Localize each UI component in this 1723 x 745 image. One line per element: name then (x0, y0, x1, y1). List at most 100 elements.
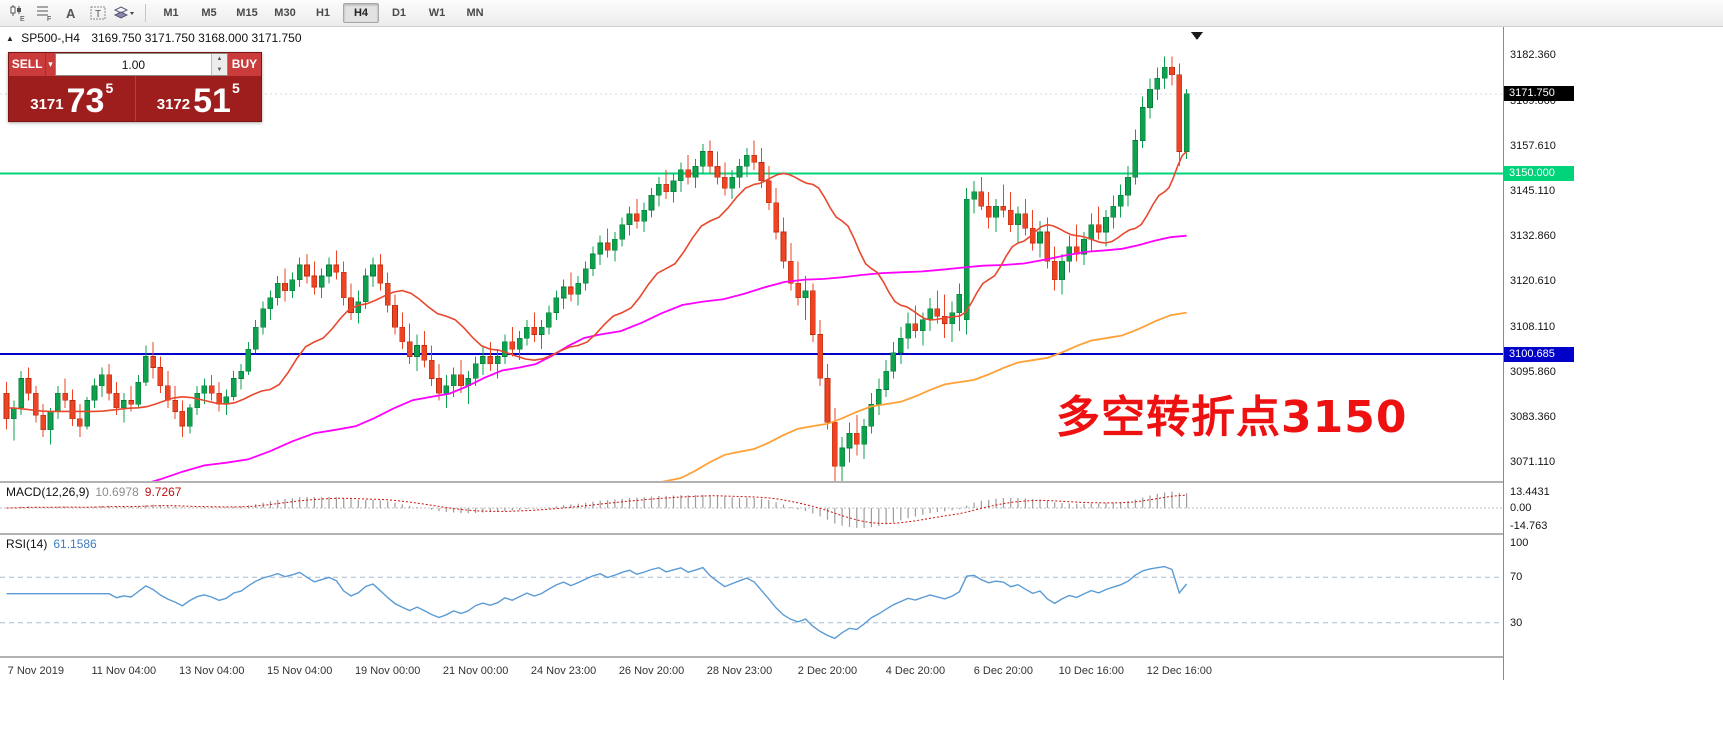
price-axis-label: 3071.110 (1510, 456, 1556, 469)
volume-increase-button[interactable]: ▲ (216, 56, 223, 62)
candle-body (1088, 224, 1095, 240)
svg-text:E: E (20, 16, 25, 22)
candle-body (143, 356, 149, 383)
candlestick-tool-icon[interactable]: E (4, 1, 30, 25)
textbox-tool-icon[interactable]: T (85, 1, 111, 25)
candle-body (751, 154, 758, 163)
candle-body (245, 348, 252, 372)
timeframe-d1[interactable]: D1 (391, 7, 407, 19)
candle-body (77, 418, 83, 427)
candle-body (47, 411, 54, 430)
rsi-axis-label: 100 (1510, 537, 1529, 549)
candle-body (428, 359, 435, 379)
candle-body (502, 341, 508, 357)
support-price-badge: 3100.685 (1504, 346, 1574, 362)
candle-body (32, 392, 39, 416)
timeframe-w1[interactable]: W1 (428, 7, 446, 19)
candle-body (296, 264, 303, 280)
timeframe-h1[interactable]: H1 (315, 7, 331, 19)
candle-body (546, 312, 552, 328)
candle-body (780, 231, 787, 262)
candle-body (113, 392, 120, 409)
price-axis-label: 3145.110 (1510, 185, 1556, 198)
timeframe-h4[interactable]: H4 (343, 3, 379, 23)
candle-body (362, 275, 369, 302)
candle-body (282, 282, 288, 291)
candle-body (678, 169, 684, 182)
bid-big-figure: 3171 (30, 96, 64, 113)
time-axis[interactable]: 7 Nov 2019 11 Nov 04:00 13 Nov 04:00 15 Nov… (0, 658, 1723, 682)
candle-body (392, 304, 398, 328)
price-axis-label: 3095.860 (1510, 365, 1556, 378)
candle-body (729, 176, 736, 189)
timeframe-m15[interactable]: M15 (236, 7, 258, 19)
grid-tool-icon[interactable]: F (31, 1, 57, 25)
rsi-panel[interactable] (0, 535, 1503, 656)
candle-body (560, 286, 567, 299)
volume-decrease-button[interactable]: ▼ (216, 66, 223, 73)
symbol-timeframe-label: SP500-,H4 (21, 31, 80, 45)
candle-body (509, 341, 516, 350)
candle-body (1110, 206, 1117, 218)
timeframe-m30[interactable]: M30 (274, 7, 296, 19)
candlestick-chart[interactable] (0, 27, 1503, 481)
rsi-name: RSI(14) (6, 537, 48, 551)
timeframe-m5[interactable]: M5 (201, 7, 217, 19)
timeframe-m1[interactable]: M1 (163, 7, 179, 19)
panel-separator[interactable] (0, 481, 1723, 483)
price-axis-label: 3132.860 (1510, 230, 1556, 243)
candle-body (3, 392, 10, 420)
price-axis[interactable]: 3182.3603169.8603157.6103145.1103132.860… (1503, 27, 1723, 680)
candle-body (1044, 231, 1051, 262)
rsi-axis-label: 30 (1510, 616, 1523, 629)
candle-body (685, 169, 692, 178)
macd-axis-label: 13.4431 (1510, 485, 1550, 498)
ask-price[interactable]: 3172 51 5 (134, 76, 262, 121)
toolbar-separator (145, 4, 146, 22)
buy-button[interactable]: BUY (227, 53, 261, 76)
candle-body (582, 268, 589, 284)
panel-separator[interactable] (0, 656, 1723, 658)
candle-body (472, 363, 479, 379)
candle-body (172, 400, 178, 412)
ma-mid-magenta-line (151, 234, 1187, 481)
text-tool-icon[interactable]: A (58, 1, 84, 25)
ask-pips: 51 (193, 82, 231, 120)
macd-panel[interactable] (0, 483, 1503, 533)
candle-body (179, 411, 186, 427)
candle-body (773, 202, 779, 233)
volume-dropdown-button[interactable]: ▾ (45, 53, 55, 76)
ask-big-figure: 3172 (156, 96, 191, 113)
ma-slow-orange-line (661, 311, 1187, 481)
candles-group (3, 56, 1190, 481)
chart-annotation: 多空转折点3150 (1056, 392, 1408, 443)
price-axis-label: 3083.360 (1510, 411, 1556, 424)
bid-price[interactable]: 3171 73 5 (9, 76, 135, 121)
candle-body (260, 308, 266, 328)
panel-separator[interactable] (0, 533, 1723, 535)
candle-body (1176, 74, 1183, 152)
candle-body (450, 374, 457, 387)
candle-body (956, 293, 963, 313)
candle-body (809, 290, 816, 335)
candle-body (1022, 213, 1029, 229)
chart-shift-marker-icon[interactable] (1191, 32, 1203, 40)
resistance-price-badge: 3150.000 (1504, 165, 1574, 181)
candle-body (626, 213, 633, 225)
candle-body (91, 385, 98, 401)
candle-body (436, 378, 442, 394)
layers-tool-icon[interactable] (112, 1, 138, 25)
time-axis-label: 24 Nov 23:00 (530, 665, 597, 677)
candle-body (927, 308, 933, 321)
candle-body (494, 356, 501, 365)
candle-body (157, 367, 164, 387)
time-axis-label: 10 Dec 16:00 (1058, 665, 1125, 677)
volume-input[interactable] (55, 54, 211, 75)
candle-body (99, 374, 105, 387)
price-axis-label: 3120.610 (1510, 275, 1556, 288)
sell-button[interactable]: SELL (9, 53, 46, 76)
candle-body (54, 392, 61, 412)
timeframe-mn[interactable]: MN (466, 7, 484, 19)
macd-signal-value: 9.7267 (144, 485, 182, 499)
